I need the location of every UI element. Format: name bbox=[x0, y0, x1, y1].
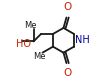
Text: Me: Me bbox=[24, 21, 37, 30]
Text: O: O bbox=[64, 68, 72, 78]
Text: O: O bbox=[64, 2, 72, 12]
Text: Me: Me bbox=[33, 52, 46, 61]
Text: HO: HO bbox=[16, 39, 31, 49]
Text: NH: NH bbox=[75, 35, 90, 45]
